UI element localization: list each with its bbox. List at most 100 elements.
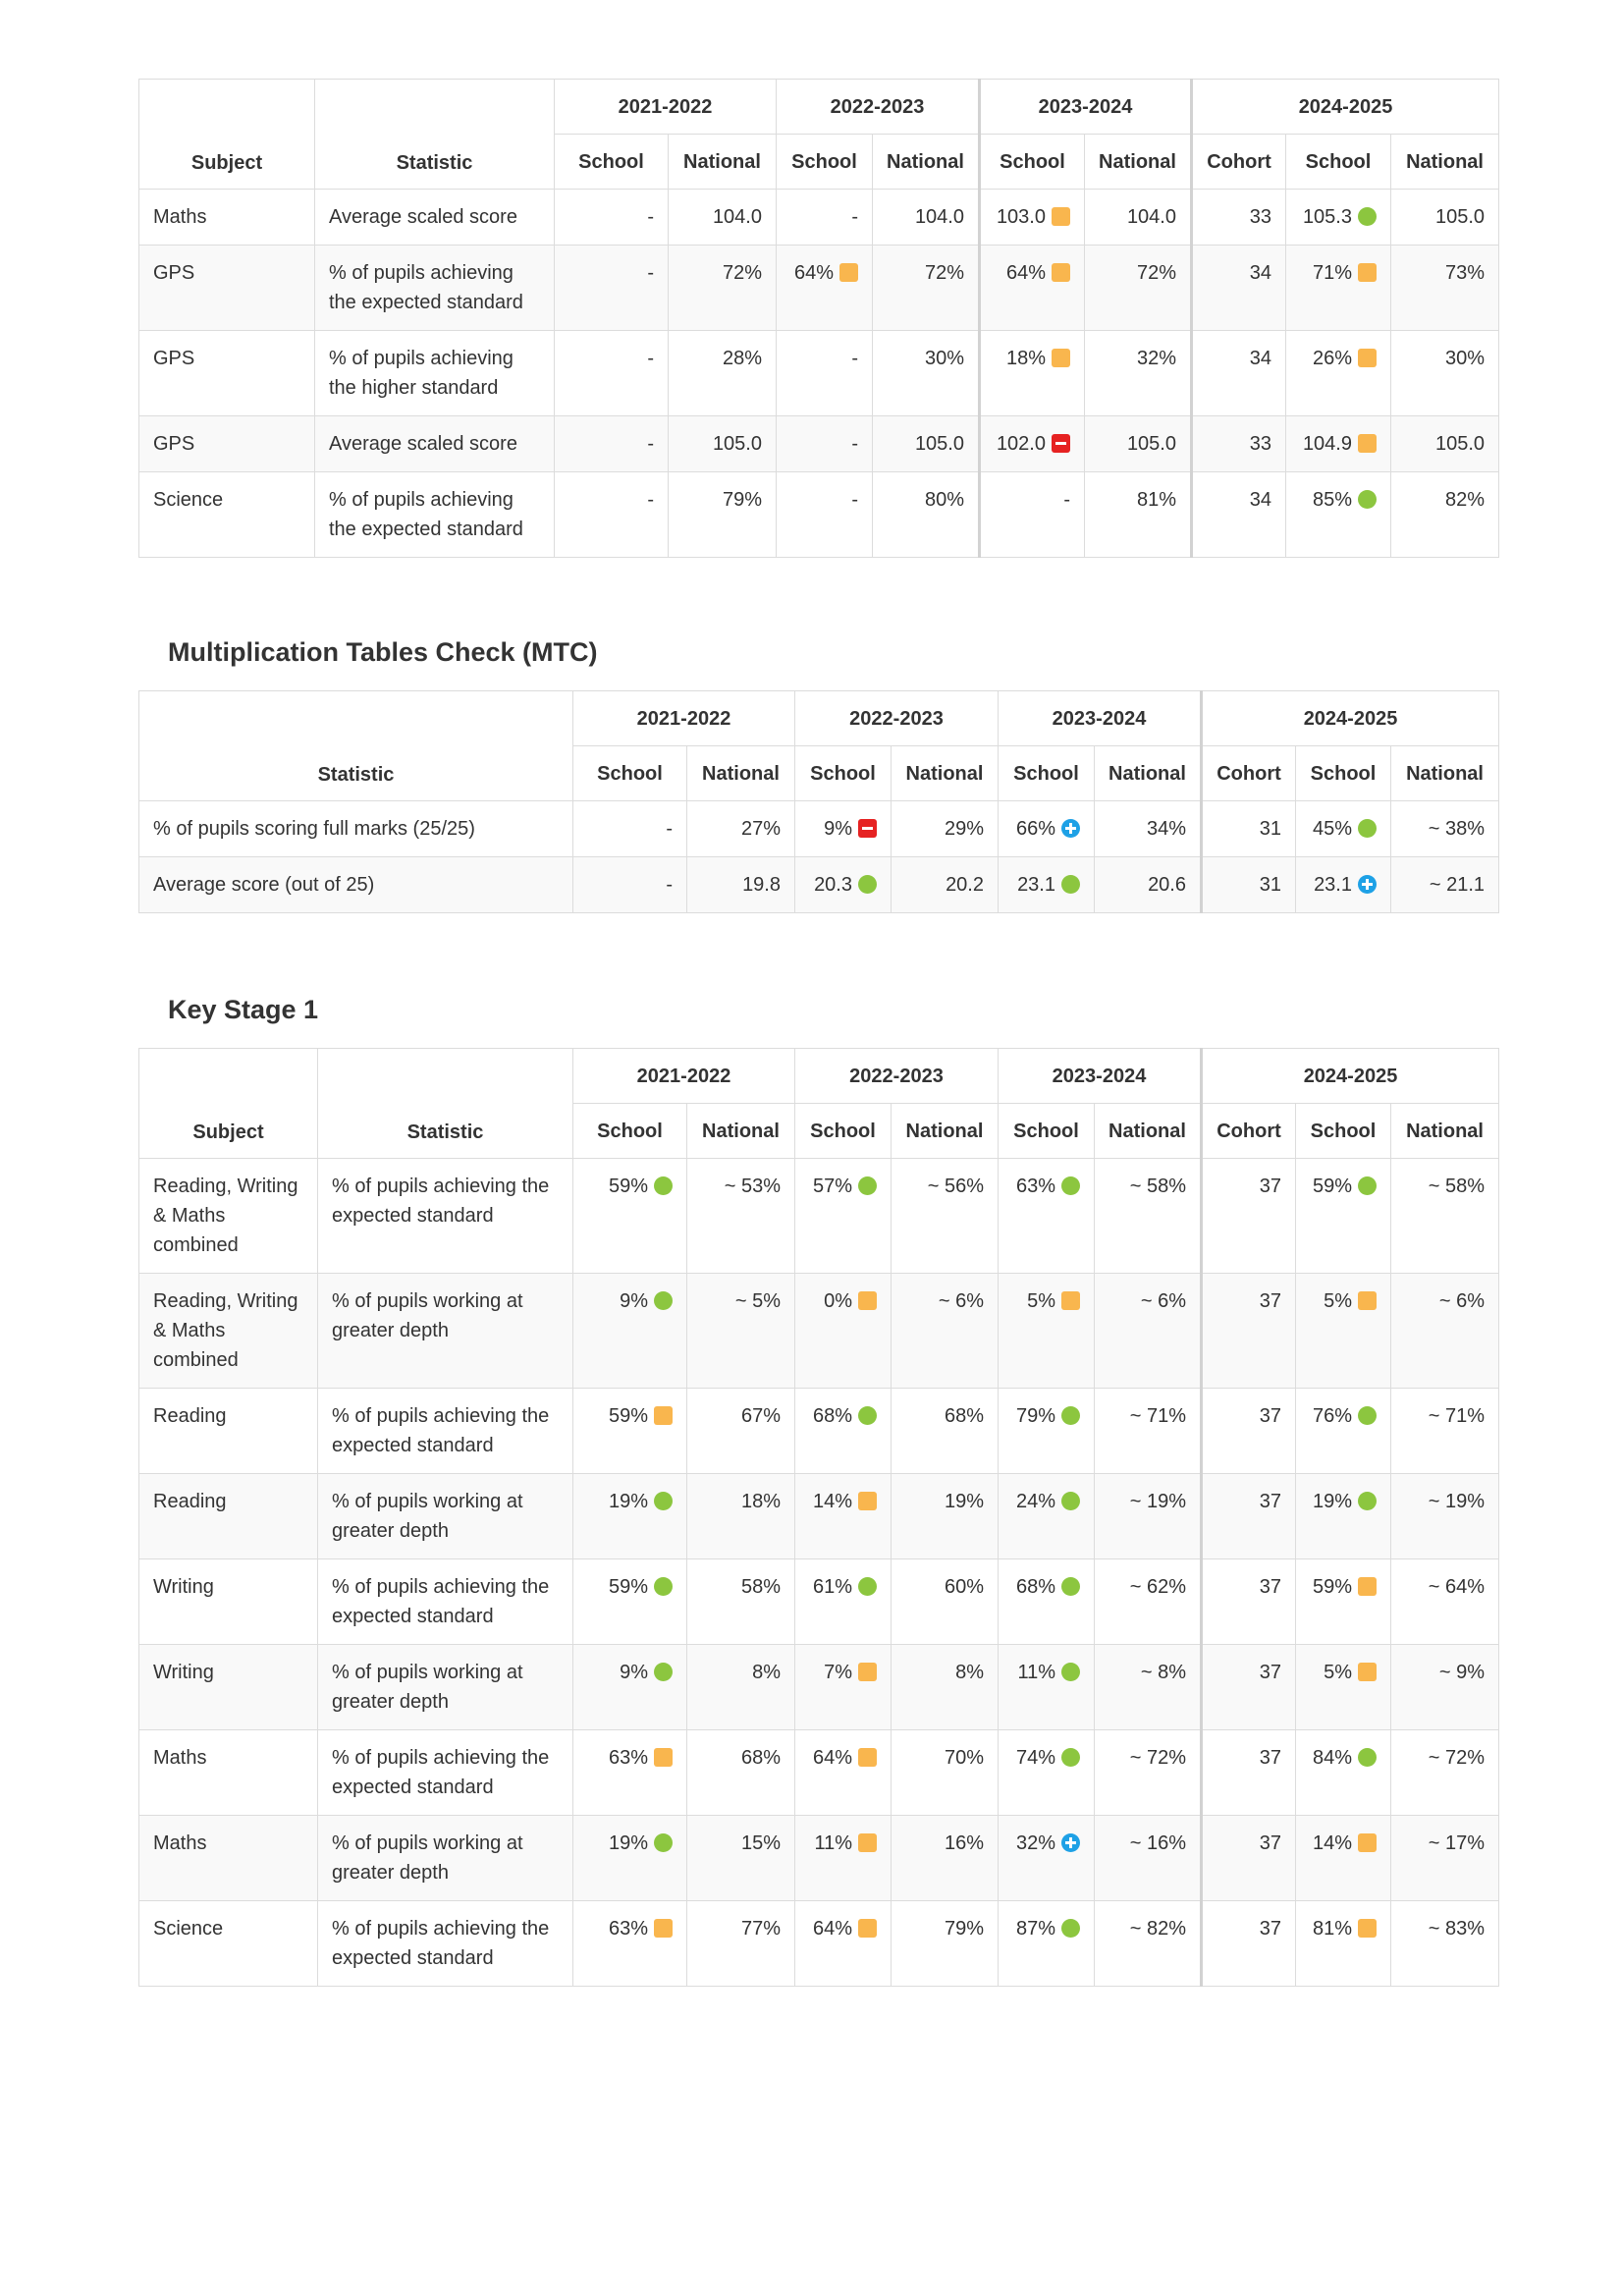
value-cell: ~ 6%	[1094, 1273, 1202, 1389]
value-cell: 105.0	[872, 415, 980, 472]
value-text: ~ 71%	[1129, 1405, 1186, 1427]
value-cell: 19%	[891, 1473, 999, 1559]
value-text: 11%	[1017, 1662, 1055, 1683]
year-header: 2022-2023	[794, 1048, 999, 1104]
col-header-statistic: Statistic	[317, 1048, 573, 1159]
value-cell: 34%	[1094, 800, 1202, 857]
amber-square-icon	[1358, 1833, 1377, 1852]
value-cell: 59%	[1295, 1158, 1391, 1274]
value-text: 14%	[812, 1491, 852, 1512]
blue-plus-icon	[1061, 1833, 1080, 1852]
col-header-school: School	[572, 745, 687, 801]
value-cell: 20.6	[1094, 856, 1202, 913]
value-text: ~ 58%	[1129, 1175, 1186, 1197]
value-text: ~ 9%	[1438, 1662, 1486, 1683]
value-text: 7%	[824, 1662, 852, 1683]
value-text: ~ 72%	[1129, 1747, 1186, 1769]
value-cell: ~ 72%	[1389, 1729, 1500, 1816]
value-cell: ~ 58%	[1094, 1158, 1202, 1274]
value-text: 30%	[924, 348, 964, 369]
value-cell: 18%	[978, 330, 1085, 416]
amber-square-icon	[839, 263, 858, 282]
value-cell: 71%	[1285, 245, 1391, 331]
col-header-school: School	[794, 745, 892, 801]
value-text: 84%	[1312, 1747, 1352, 1769]
red-minus-icon	[858, 819, 877, 838]
subject-cell: Writing	[138, 1558, 318, 1645]
value-text: ~ 6%	[1438, 1290, 1486, 1312]
table-row: Writing% of pupils working at greater de…	[138, 1644, 1500, 1730]
statistic-cell: % of pupils achieving the expected stand…	[317, 1900, 573, 1987]
col-header-national: National	[686, 1103, 795, 1159]
amber-square-icon	[858, 1291, 877, 1310]
col-header-national: National	[1389, 134, 1500, 190]
value-text: 23.1	[1314, 874, 1352, 896]
statistic-cell: % of pupils working at greater depth	[317, 1273, 573, 1389]
col-header-school: School	[572, 1103, 687, 1159]
subject-cell: Maths	[138, 189, 315, 246]
value-cell: 37	[1200, 1900, 1296, 1987]
value-text: 15%	[740, 1832, 781, 1854]
value-text: 19.8	[742, 874, 781, 896]
value-text: ~ 58%	[1428, 1175, 1486, 1197]
value-cell: 64%	[794, 1729, 892, 1816]
value-text: ~ 62%	[1129, 1576, 1186, 1598]
blue-plus-icon	[1358, 875, 1377, 894]
value-cell: 63%	[572, 1729, 687, 1816]
value-cell: 37	[1200, 1729, 1296, 1816]
value-cell: 66%	[998, 800, 1095, 857]
value-text: 5%	[1027, 1290, 1055, 1312]
amber-square-icon	[1358, 1291, 1377, 1310]
value-text: 79%	[944, 1918, 984, 1940]
value-cell: -	[572, 856, 687, 913]
value-text: 26%	[1312, 348, 1352, 369]
value-cell: 8%	[891, 1644, 999, 1730]
value-cell: 82%	[1389, 471, 1500, 558]
value-text: ~ 53%	[724, 1175, 781, 1197]
table-row: Writing% of pupils achieving the expecte…	[138, 1558, 1500, 1645]
col-header-subject: Subject	[138, 79, 315, 190]
value-text: 27%	[740, 818, 781, 840]
statistic-cell: % of pupils working at greater depth	[317, 1815, 573, 1901]
col-header-subject: Subject	[138, 1048, 318, 1159]
subject-cell: Reading	[138, 1388, 318, 1474]
value-cell: 9%	[572, 1273, 687, 1389]
value-text: 31	[1259, 818, 1281, 840]
table-row: Maths% of pupils working at greater dept…	[138, 1815, 1500, 1901]
green-circle-icon	[1358, 1492, 1377, 1510]
value-text: 8%	[955, 1662, 984, 1683]
value-text: 59%	[608, 1405, 648, 1427]
value-cell: 20.2	[891, 856, 999, 913]
value-cell: 26%	[1285, 330, 1391, 416]
value-text: 80%	[924, 489, 964, 511]
green-circle-icon	[858, 1406, 877, 1425]
value-cell: ~ 9%	[1389, 1644, 1500, 1730]
value-text: 105.0	[1434, 433, 1486, 455]
value-cell: 24%	[998, 1473, 1095, 1559]
value-text: 37	[1259, 1175, 1281, 1197]
value-cell: ~ 64%	[1389, 1558, 1500, 1645]
value-text: 105.0	[712, 433, 762, 455]
value-cell: -	[554, 471, 669, 558]
value-cell: 15%	[686, 1815, 795, 1901]
value-cell: 5%	[1295, 1273, 1391, 1389]
value-cell: ~ 5%	[686, 1273, 795, 1389]
statistic-cell: % of pupils achieving the expected stand…	[314, 245, 555, 331]
value-text: 37	[1259, 1290, 1281, 1312]
value-text: 64%	[793, 262, 834, 284]
subject-cell: Reading, Writing & Maths combined	[138, 1273, 318, 1389]
value-cell: 31	[1200, 856, 1296, 913]
value-cell: 102.0	[978, 415, 1085, 472]
value-cell: 20.3	[794, 856, 892, 913]
value-text: -	[647, 489, 654, 511]
value-cell: -	[776, 189, 873, 246]
value-cell: 72%	[668, 245, 777, 331]
value-cell: 37	[1200, 1558, 1296, 1645]
subject-cell: Science	[138, 471, 315, 558]
value-cell: 19%	[1295, 1473, 1391, 1559]
value-text: 81%	[1312, 1918, 1352, 1940]
value-cell: -	[776, 415, 873, 472]
value-cell: 11%	[794, 1815, 892, 1901]
value-text: 105.3	[1302, 206, 1352, 228]
value-text: -	[851, 206, 858, 228]
